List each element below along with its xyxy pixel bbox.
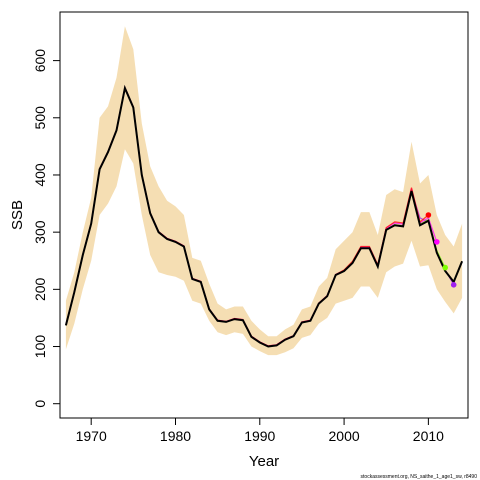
x-axis-label: Year (249, 453, 279, 470)
retro-endpoint-4 (450, 282, 457, 288)
y-tick-label: 100 (32, 335, 48, 359)
y-axis: 0 100 200 300 400 500 600 (32, 49, 61, 408)
x-tick-label: 2000 (329, 428, 360, 444)
y-axis-label: SSB (9, 200, 26, 230)
x-tick-label: 1970 (76, 428, 107, 444)
y-tick-label: 400 (32, 163, 48, 187)
x-tick-label: 1980 (160, 428, 191, 444)
y-tick-label: 600 (32, 49, 48, 73)
y-tick-label: 500 (32, 106, 48, 130)
y-tick-label: 300 (32, 220, 48, 244)
confidence-band-layer (65, 26, 463, 356)
x-tick-label: 2010 (413, 428, 444, 444)
estimate-line (64, 84, 464, 348)
y-tick-label: 200 (32, 277, 48, 301)
endpoint-layer (425, 212, 457, 288)
x-axis: 1970 1980 1990 2000 2010 (76, 417, 444, 444)
y-tick-label: 0 (32, 400, 48, 408)
retro-endpoint-1 (425, 212, 432, 218)
x-tick-label: 1990 (244, 428, 275, 444)
retro-endpoint-2 (434, 239, 440, 245)
confidence-band (65, 26, 463, 356)
credit-text: stockassessment.org, NS_saithe_1_age1_sw… (361, 474, 478, 480)
series-layer (64, 84, 464, 348)
retro-endpoint-3 (442, 264, 449, 271)
